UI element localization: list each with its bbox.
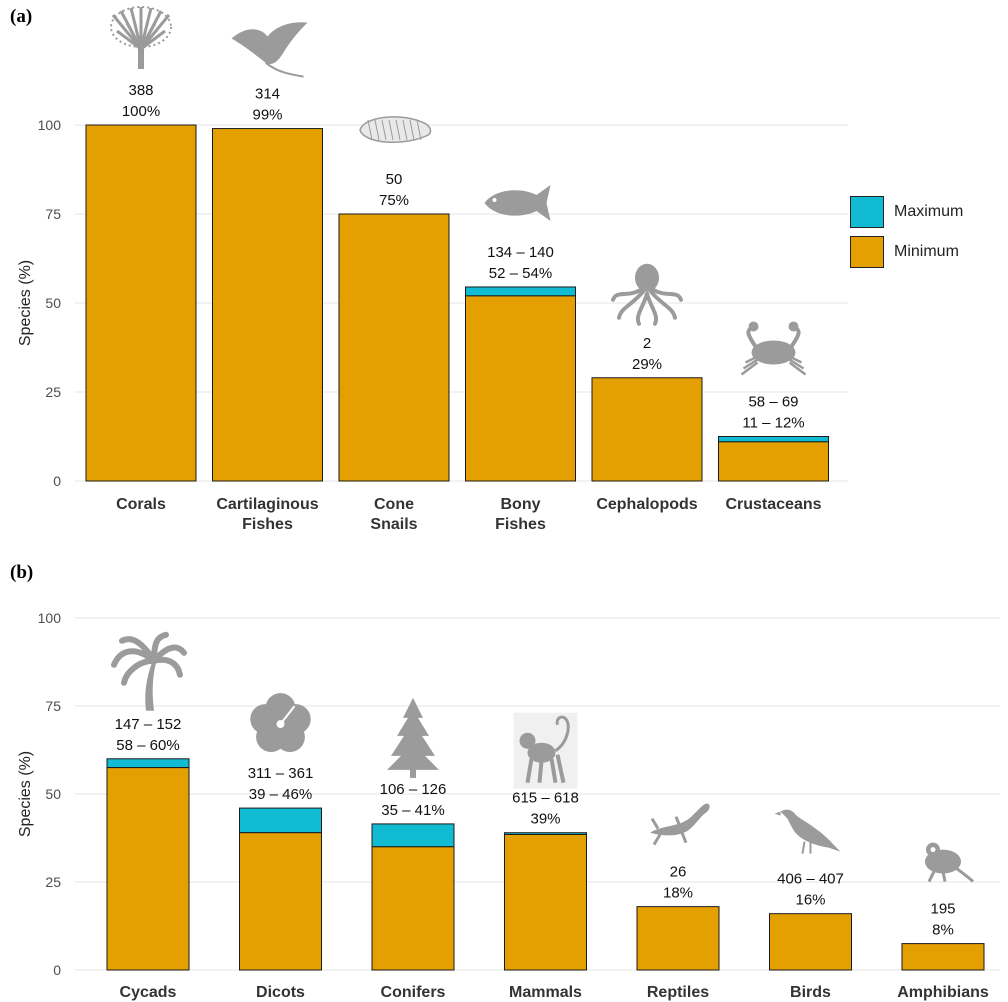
chart-b-y-tick-label: 25 (45, 874, 61, 890)
chart-a-category-label-5: Crustaceans (725, 496, 821, 513)
chart-b-bar-minimum-0 (106, 767, 190, 971)
chart-a-y-tick-label: 100 (38, 117, 62, 133)
chart-b-bar-minimum-1 (239, 832, 322, 971)
panel-b-label: (b) (10, 562, 34, 583)
chart-a-bar-minimum-4 (591, 377, 703, 482)
legend-swatch-minimum (850, 236, 884, 268)
chart-b-data-label-percent-0: 58 – 60% (116, 737, 179, 754)
chart-a-data-label-percent-5: 11 – 12% (742, 415, 804, 432)
chart-b-bar-minimum-6 (901, 943, 985, 971)
chart-b-category-label-4: Reptiles (647, 984, 709, 1001)
chart-b-data-label-count-5: 406 – 407 (777, 871, 844, 888)
chart-a-category-label-3: Fishes (495, 516, 546, 533)
coral-icon (110, 6, 172, 69)
chart-a-y-tick-label: 0 (53, 473, 61, 489)
chart-b-bar-maximum-0 (106, 758, 190, 769)
chart-b-y-tick-label: 100 (38, 610, 62, 626)
chart-a-y-tick-label: 50 (45, 295, 61, 311)
octopus-icon (611, 263, 683, 326)
chart-b-data-label-count-0: 147 – 152 (115, 716, 182, 733)
chart-b-y-axis-label: Species (%) (17, 751, 34, 837)
chart-b-category-label-2: Conifers (381, 984, 446, 1001)
frog-icon (925, 842, 975, 883)
chart-a-y-axis-label: Species (%) (17, 260, 34, 346)
chart-b-data-label-percent-2: 35 – 41% (381, 802, 444, 819)
chart-a-bar-minimum-5 (718, 441, 829, 482)
chart-b-y-tick-label: 75 (45, 698, 61, 714)
chart-b-data-label-percent-1: 39 – 46% (249, 786, 312, 803)
chart-b-bar-maximum-2 (371, 823, 455, 848)
chart-b-bar-maximum-1 (239, 807, 322, 834)
chart-a-data-label-count-0: 388 (128, 82, 153, 99)
chart-a-data-label-count-5: 58 – 69 (748, 394, 798, 411)
chart-b-bar-minimum-2 (371, 846, 455, 971)
chart-a-data-label-count-3: 134 – 140 (487, 244, 554, 261)
chart-a-bar-minimum-3 (465, 295, 576, 482)
chart-a-data-label-percent-2: 75% (379, 192, 409, 209)
chart-b-bar-minimum-4 (636, 906, 720, 971)
hibiscus-icon (250, 693, 311, 753)
cone-snail-icon (359, 116, 432, 143)
chart-a-category-label-2: Snails (370, 516, 417, 533)
bird-icon (774, 809, 841, 854)
legend-swatch-maximum (850, 196, 884, 228)
chart-b-category-label-3: Mammals (509, 984, 582, 1001)
chart-a-bar-minimum-0 (85, 124, 197, 482)
chart-a-category-label-3: Bony (501, 496, 541, 513)
monkey-icon (513, 712, 578, 789)
chart-a-data-label-percent-3: 52 – 54% (489, 265, 552, 282)
chart-b-data-label-percent-3: 39% (530, 811, 560, 828)
manta-ray-icon (231, 22, 308, 78)
chart-a-category-label-2: Cone (374, 496, 414, 513)
chart-a-bar-minimum-2 (338, 213, 450, 482)
chart-a-category-label-0: Corals (116, 496, 166, 513)
legend-item-minimum: Minimum (850, 235, 963, 269)
chart-a-y-tick-label: 75 (45, 206, 61, 222)
conifer-tree-icon (387, 697, 439, 778)
legend-item-maximum: Maximum (850, 195, 963, 229)
chart-b-data-label-count-1: 311 – 361 (248, 765, 314, 782)
panel-a-label: (a) (10, 6, 33, 27)
legend: Maximum Minimum (850, 195, 963, 275)
chart-a-category-label-4: Cephalopods (596, 496, 697, 513)
chart-a-data-label-count-1: 314 (255, 86, 280, 103)
chart-b-bar-minimum-3 (504, 833, 587, 971)
chart-b-data-label-count-6: 195 (930, 901, 955, 918)
chart-b-data-label-percent-5: 16% (795, 892, 825, 909)
chart-b-data-label-percent-4: 18% (663, 885, 693, 902)
chart-b-y-tick-label: 50 (45, 786, 61, 802)
chart-a-data-label-count-4: 2 (643, 335, 651, 352)
chart-b-category-label-5: Birds (790, 984, 831, 1001)
chart-a-data-label-percent-0: 100% (122, 103, 160, 120)
fish-icon (484, 184, 551, 221)
chart-b-category-label-6: Amphibians (897, 984, 989, 1001)
legend-label-minimum: Minimum (894, 243, 959, 260)
legend-label-maximum: Maximum (894, 203, 964, 220)
chart-b-bar-minimum-5 (769, 913, 852, 971)
chart-b-category-label-0: Cycads (120, 984, 177, 1001)
chart-a-category-label-1: Fishes (242, 516, 293, 533)
chart-a-data-label-percent-4: 29% (632, 356, 662, 373)
chart-a-y-tick-label: 25 (45, 384, 61, 400)
palm-tree-icon (111, 631, 187, 711)
chart-b-y-tick-label: 0 (53, 962, 61, 978)
chart-b-data-label-percent-6: 8% (932, 922, 954, 939)
chart-a-bar-minimum-1 (212, 128, 323, 482)
chart-a-data-label-percent-1: 99% (252, 107, 282, 124)
chart-b-data-label-count-2: 106 – 126 (380, 781, 447, 798)
crab-icon (740, 321, 807, 376)
chart-b-data-label-count-3: 615 – 618 (512, 790, 579, 807)
chart-panel-a: 0 25 50 75 100 Species (%) 388 100% Corals 314 99%… (17, 6, 848, 533)
chart-b-data-label-count-4: 26 (670, 864, 687, 881)
chart-a-category-label-1: Cartilaginous (216, 496, 318, 513)
gecko-icon (650, 803, 710, 846)
chart-a-data-label-count-2: 50 (386, 171, 403, 188)
chart-b-category-label-1: Dicots (256, 984, 305, 1001)
